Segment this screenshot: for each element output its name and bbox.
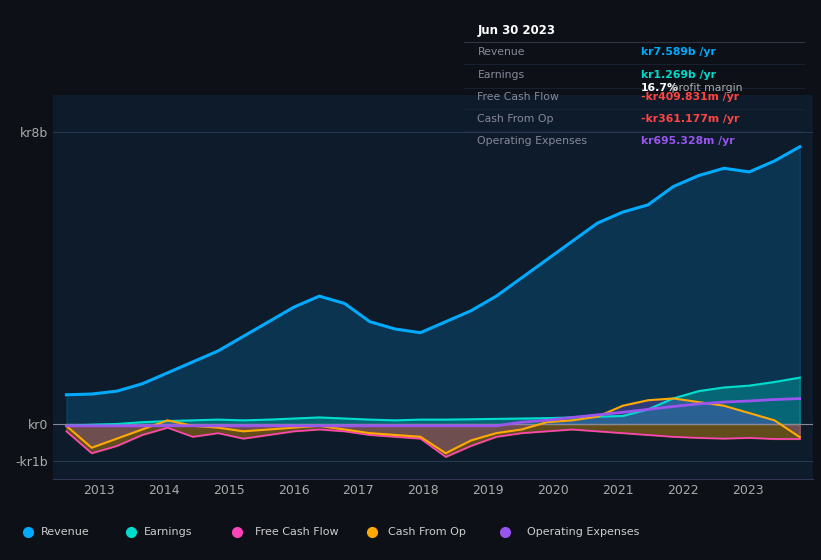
- Text: -kr361.177m /yr: -kr361.177m /yr: [641, 114, 740, 124]
- Text: -kr409.831m /yr: -kr409.831m /yr: [641, 92, 739, 102]
- Text: Cash From Op: Cash From Op: [478, 114, 554, 124]
- Text: Operating Expenses: Operating Expenses: [528, 527, 640, 536]
- Text: Free Cash Flow: Free Cash Flow: [255, 527, 338, 536]
- Text: Free Cash Flow: Free Cash Flow: [478, 92, 559, 102]
- Text: Revenue: Revenue: [41, 527, 89, 536]
- Text: Operating Expenses: Operating Expenses: [478, 136, 588, 146]
- Text: profit margin: profit margin: [668, 83, 743, 94]
- Text: Revenue: Revenue: [478, 47, 525, 57]
- Text: Jun 30 2023: Jun 30 2023: [478, 24, 556, 36]
- Text: Cash From Op: Cash From Op: [388, 527, 466, 536]
- Text: kr1.269b /yr: kr1.269b /yr: [641, 70, 716, 80]
- Text: Earnings: Earnings: [478, 70, 525, 80]
- Text: kr7.589b /yr: kr7.589b /yr: [641, 47, 716, 57]
- Text: 16.7%: 16.7%: [641, 83, 679, 94]
- Text: kr695.328m /yr: kr695.328m /yr: [641, 136, 735, 146]
- Text: Earnings: Earnings: [144, 527, 192, 536]
